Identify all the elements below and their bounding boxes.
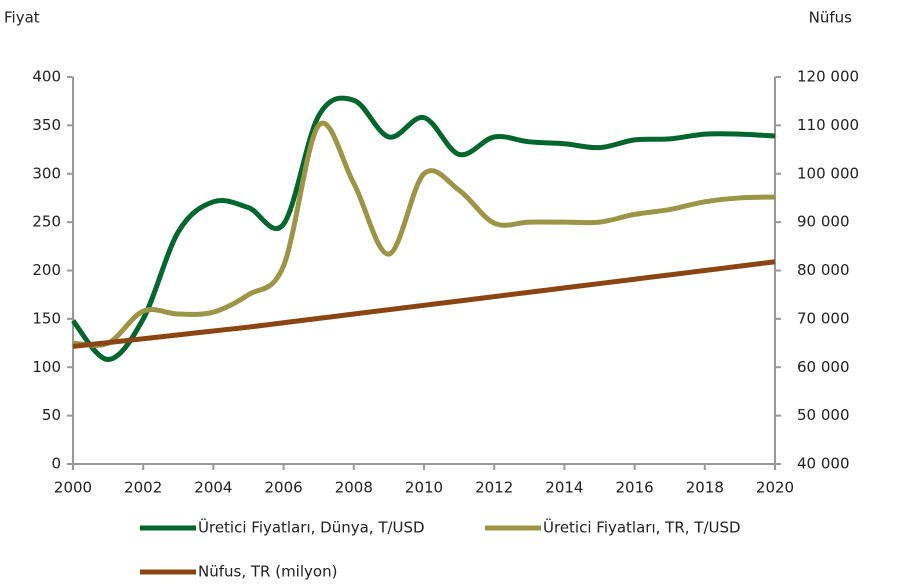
series-line <box>72 259 776 349</box>
y2-axis-title: Nüfus <box>809 9 853 27</box>
x-tick-label: 2002 <box>124 479 162 497</box>
y-tick-label: 300 <box>32 164 61 182</box>
legend-label: Nüfus, TR (milyon) <box>198 563 337 581</box>
y-tick-label: 200 <box>32 261 61 279</box>
x-tick-label: 2008 <box>335 479 373 497</box>
y2-tick-label: 110 000 <box>797 116 859 134</box>
x-tick-label: 2000 <box>54 479 92 497</box>
x-tick-label: 2010 <box>405 479 443 497</box>
x-tick-label: 2012 <box>475 479 513 497</box>
y-tick-label: 400 <box>32 68 61 86</box>
x-tick-label: 2014 <box>545 479 583 497</box>
x-tick-label: 2004 <box>194 479 232 497</box>
y2-tick-label: 50 000 <box>797 406 850 424</box>
y-tick-label: 250 <box>32 213 61 231</box>
x-tick-label: 2018 <box>686 479 724 497</box>
y-axis-title: Fiyat <box>4 9 40 27</box>
y2-tick-label: 120 000 <box>797 68 859 86</box>
y2-tick-label: 70 000 <box>797 309 850 327</box>
series-line <box>72 120 776 348</box>
y-tick-label: 350 <box>32 116 61 134</box>
x-tick-label: 2020 <box>756 479 794 497</box>
y2-tick-label: 80 000 <box>797 261 850 279</box>
legend-label: Üretici Fiyatları, TR, T/USD <box>543 518 741 537</box>
y2-tick-label: 40 000 <box>797 455 850 473</box>
y-tick-label: 100 <box>32 358 61 376</box>
y2-tick-label: 60 000 <box>797 358 850 376</box>
y-tick-label: 0 <box>51 455 61 473</box>
x-tick-label: 2016 <box>616 479 654 497</box>
legend-label: Üretici Fiyatları, Dünya, T/USD <box>198 518 425 537</box>
x-tick-label: 2006 <box>265 479 303 497</box>
y-tick-label: 50 <box>42 406 61 424</box>
y-tick-label: 150 <box>32 309 61 327</box>
series-line <box>71 95 776 363</box>
y2-tick-label: 100 000 <box>797 164 859 182</box>
y2-tick-label: 90 000 <box>797 213 850 231</box>
